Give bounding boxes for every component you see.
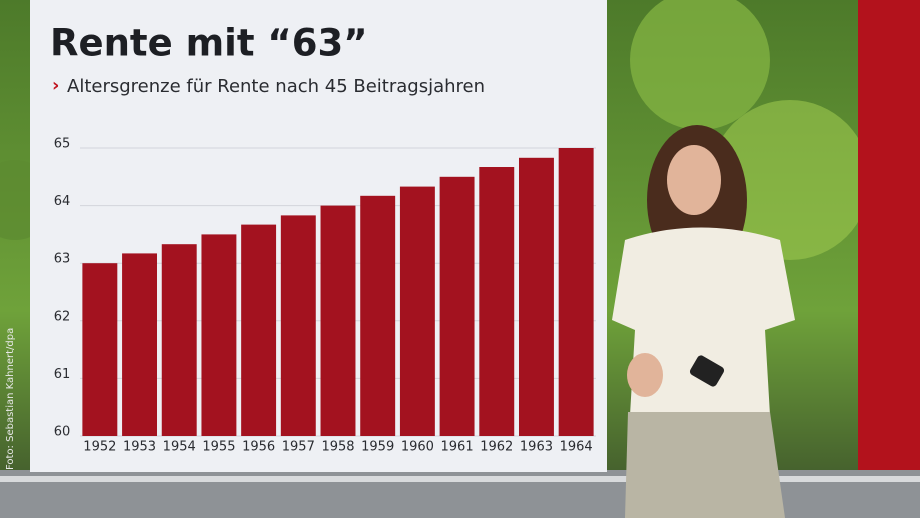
photo-credit: Foto: Sebastian Kahnert/dpa (5, 328, 16, 470)
chart-subtitle: Altersgrenze für Rente nach 45 Beitragsj… (67, 76, 485, 97)
bar (439, 176, 475, 437)
x-tick-label: 1953 (123, 440, 156, 455)
bar (82, 263, 118, 436)
x-tick-label: 1954 (163, 440, 196, 455)
bar (320, 205, 356, 436)
bar (161, 244, 197, 436)
trousers (625, 412, 785, 518)
x-tick-label: 1960 (401, 440, 434, 455)
hand (627, 353, 663, 397)
presenter (612, 125, 795, 518)
phone (689, 355, 725, 387)
x-tick-label: 1959 (361, 440, 394, 455)
x-tick-label: 1963 (520, 440, 553, 455)
face (667, 145, 721, 215)
bar (122, 253, 158, 436)
foliage (630, 0, 770, 130)
x-tick-label: 1956 (242, 440, 275, 455)
bar (360, 195, 396, 436)
x-tick-label: 1958 (321, 440, 354, 455)
bar (280, 215, 316, 436)
x-tick-label: 1964 (560, 440, 593, 455)
bar (558, 148, 594, 436)
x-tick-label: 1955 (202, 440, 235, 455)
x-tick-label: 1961 (441, 440, 474, 455)
y-tick-label: 60 (54, 425, 71, 440)
subtitle-marker: › (52, 75, 59, 96)
bar (399, 186, 435, 436)
plot: 60 61 62 63 64 65 1952 1953 1954 1955 1956 1957 1958… (54, 137, 596, 455)
x-tick-label: 1952 (83, 440, 116, 455)
bar (241, 224, 277, 436)
x-tick-label: 1962 (480, 440, 513, 455)
floor-edge (0, 476, 920, 482)
y-tick-label: 62 (54, 309, 71, 324)
red-wall (858, 0, 920, 480)
bar (201, 234, 237, 436)
bar (479, 167, 515, 436)
y-tick-label: 64 (54, 194, 71, 209)
bar (518, 157, 554, 437)
y-tick-label: 63 (54, 252, 71, 267)
chart-title: Rente mit “63” (50, 22, 368, 65)
x-tick-label: 1957 (282, 440, 315, 455)
y-tick-label: 65 (54, 137, 71, 152)
foliage (710, 100, 870, 260)
y-tick-label: 61 (54, 367, 71, 382)
